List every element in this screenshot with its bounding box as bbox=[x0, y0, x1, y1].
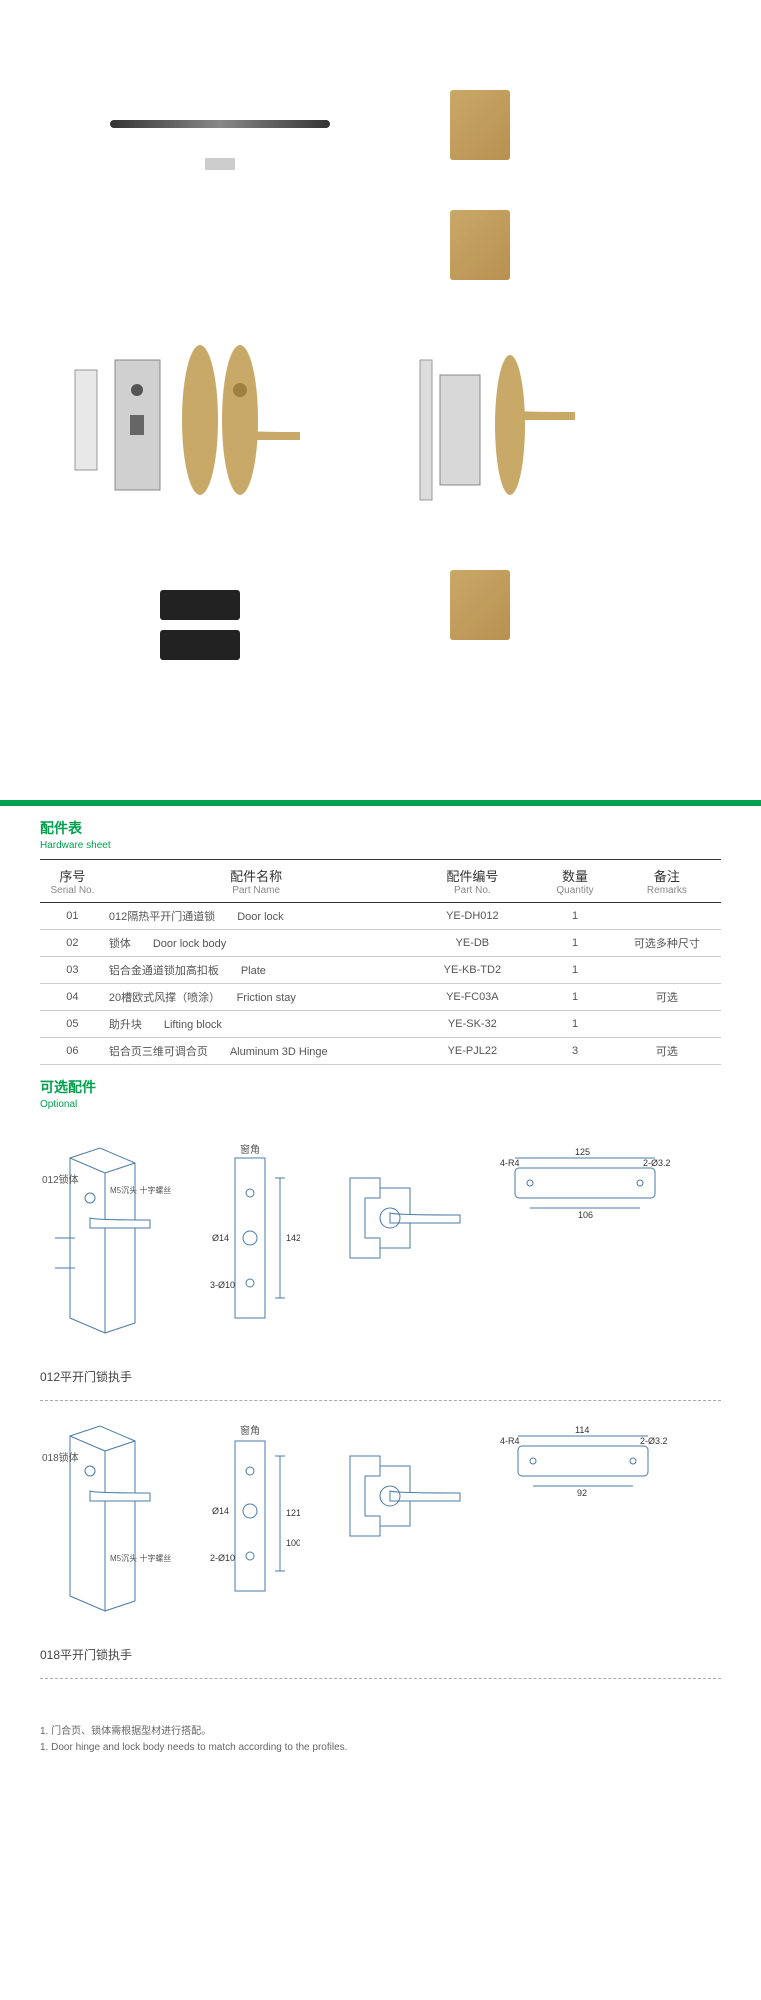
diagram-separator-2 bbox=[40, 1678, 721, 1679]
svg-text:窗角: 窗角 bbox=[240, 1143, 260, 1156]
cell-name: 20槽欧式风撑（喷涂） Friction stay bbox=[105, 984, 408, 1011]
svg-text:2-Ø10: 2-Ø10 bbox=[210, 1553, 235, 1563]
cell-qty: 1 bbox=[537, 930, 613, 957]
th-qty: 数量Quantity bbox=[537, 860, 613, 903]
svg-text:012锁体: 012锁体 bbox=[42, 1173, 79, 1186]
diagram-018-plate: 114 92 4-R4 2-Ø3.2 bbox=[500, 1416, 670, 1516]
hardware-sheet-title-cn: 配件表 bbox=[0, 806, 761, 840]
th-part: 配件编号Part No. bbox=[408, 860, 538, 903]
cell-serial: 03 bbox=[40, 957, 105, 984]
cell-name: 012隔热平开门通道锁 Door lock bbox=[105, 903, 408, 930]
cell-name: 锁体 Door lock body bbox=[105, 930, 408, 957]
diagram-012-iso: 012锁体 M5沉头 十字螺丝 bbox=[40, 1138, 180, 1338]
product-lock-body bbox=[410, 340, 590, 500]
diagram-018-row: 018锁体 M5沉头 十字螺丝 窗角 121.5 100 Ø14 2-Ø10 bbox=[40, 1416, 721, 1616]
product-hinge-1 bbox=[450, 90, 510, 160]
footnote: 1. 门合页、锁体需根据型材进行搭配。 1. Door hinge and lo… bbox=[0, 1714, 761, 1766]
svg-text:142.5: 142.5 bbox=[286, 1233, 300, 1243]
optional-title-en: Optional bbox=[0, 1099, 761, 1118]
svg-text:100: 100 bbox=[286, 1538, 300, 1548]
svg-text:106: 106 bbox=[578, 1210, 593, 1220]
cell-qty: 1 bbox=[537, 1011, 613, 1038]
svg-text:2-Ø3.2: 2-Ø3.2 bbox=[643, 1158, 670, 1168]
table-row: 03 铝合金通道锁加高扣板 Plate YE-KB-TD2 1 bbox=[40, 957, 721, 984]
cell-qty: 1 bbox=[537, 957, 613, 984]
diagrams-area: 012锁体 M5沉头 十字螺丝 窗角 142.5 Ø14 3-Ø10 bbox=[0, 1118, 761, 1714]
product-lifting-block bbox=[160, 590, 240, 660]
cell-serial: 06 bbox=[40, 1038, 105, 1065]
table-row: 04 20槽欧式风撑（喷涂） Friction stay YE-FC03A 1 … bbox=[40, 984, 721, 1011]
cell-remark bbox=[613, 903, 721, 930]
optional-title-cn: 可选配件 bbox=[0, 1065, 761, 1099]
cell-part: YE-SK-32 bbox=[408, 1011, 538, 1038]
product-hinge-3 bbox=[450, 570, 510, 640]
footnote-cn: 1. 门合页、锁体需根据型材进行搭配。 bbox=[40, 1724, 721, 1740]
cell-qty: 3 bbox=[537, 1038, 613, 1065]
svg-text:121.5: 121.5 bbox=[286, 1508, 300, 1518]
svg-text:92: 92 bbox=[577, 1488, 587, 1498]
diagram-012-title: 012平开门锁执手 bbox=[40, 1368, 721, 1385]
product-door-lock bbox=[70, 340, 270, 520]
cell-remark bbox=[613, 1011, 721, 1038]
diagram-012-section bbox=[330, 1138, 470, 1298]
product-hinge-2 bbox=[450, 210, 510, 280]
svg-text:018锁体: 018锁体 bbox=[42, 1451, 79, 1464]
diagram-012-row: 012锁体 M5沉头 十字螺丝 窗角 142.5 Ø14 3-Ø10 bbox=[40, 1138, 721, 1338]
th-name: 配件名称Part Name bbox=[105, 860, 408, 903]
svg-text:4-R4: 4-R4 bbox=[500, 1436, 520, 1446]
th-serial: 序号Serial No. bbox=[40, 860, 105, 903]
svg-text:114: 114 bbox=[575, 1425, 589, 1435]
cell-remark bbox=[613, 957, 721, 984]
svg-text:M5沉头 十字螺丝: M5沉头 十字螺丝 bbox=[110, 1553, 171, 1563]
diagram-018-title: 018平开门锁执手 bbox=[40, 1646, 721, 1663]
diagram-012-front: 窗角 142.5 Ø14 3-Ø10 bbox=[210, 1138, 300, 1338]
svg-text:125: 125 bbox=[575, 1147, 590, 1157]
cell-remark: 可选 bbox=[613, 984, 721, 1011]
cell-qty: 1 bbox=[537, 903, 613, 930]
diagram-separator bbox=[40, 1400, 721, 1401]
diagram-018-section bbox=[330, 1416, 470, 1576]
cell-serial: 05 bbox=[40, 1011, 105, 1038]
product-image-area bbox=[0, 0, 761, 780]
svg-text:3-Ø10: 3-Ø10 bbox=[210, 1280, 235, 1290]
cell-part: YE-PJL22 bbox=[408, 1038, 538, 1065]
cell-serial: 02 bbox=[40, 930, 105, 957]
hardware-sheet-title-en: Hardware sheet bbox=[0, 840, 761, 859]
table-row: 01 012隔热平开门通道锁 Door lock YE-DH012 1 bbox=[40, 903, 721, 930]
cell-part: YE-DH012 bbox=[408, 903, 538, 930]
svg-text:M5沉头 十字螺丝: M5沉头 十字螺丝 bbox=[110, 1185, 171, 1195]
cell-part: YE-KB-TD2 bbox=[408, 957, 538, 984]
th-remark: 备注Remarks bbox=[613, 860, 721, 903]
product-friction-stay bbox=[110, 120, 330, 170]
svg-text:Ø14: Ø14 bbox=[212, 1506, 229, 1516]
diagram-018-front: 窗角 121.5 100 Ø14 2-Ø10 bbox=[210, 1416, 300, 1616]
cell-name: 铝合金通道锁加高扣板 Plate bbox=[105, 957, 408, 984]
cell-part: YE-FC03A bbox=[408, 984, 538, 1011]
table-row: 05 助升块 Lifting block YE-SK-32 1 bbox=[40, 1011, 721, 1038]
svg-text:Ø14: Ø14 bbox=[212, 1233, 229, 1243]
cell-serial: 01 bbox=[40, 903, 105, 930]
cell-qty: 1 bbox=[537, 984, 613, 1011]
diagram-012-plate: 125 106 4-R4 2-Ø3.2 bbox=[500, 1138, 670, 1238]
diagram-018-iso: 018锁体 M5沉头 十字螺丝 bbox=[40, 1416, 180, 1616]
cell-name: 助升块 Lifting block bbox=[105, 1011, 408, 1038]
footnote-en: 1. Door hinge and lock body needs to mat… bbox=[40, 1740, 721, 1756]
cell-remark: 可选 bbox=[613, 1038, 721, 1065]
cell-remark: 可选多种尺寸 bbox=[613, 930, 721, 957]
hardware-table: 序号Serial No. 配件名称Part Name 配件编号Part No. … bbox=[40, 859, 721, 1065]
svg-text:4-R4: 4-R4 bbox=[500, 1158, 520, 1168]
cell-serial: 04 bbox=[40, 984, 105, 1011]
cell-name: 铝合页三维可调合页 Aluminum 3D Hinge bbox=[105, 1038, 408, 1065]
svg-text:2-Ø3.2: 2-Ø3.2 bbox=[640, 1436, 668, 1446]
table-row: 02 锁体 Door lock body YE-DB 1 可选多种尺寸 bbox=[40, 930, 721, 957]
cell-part: YE-DB bbox=[408, 930, 538, 957]
table-row: 06 铝合页三维可调合页 Aluminum 3D Hinge YE-PJL22 … bbox=[40, 1038, 721, 1065]
svg-text:窗角: 窗角 bbox=[240, 1424, 260, 1437]
